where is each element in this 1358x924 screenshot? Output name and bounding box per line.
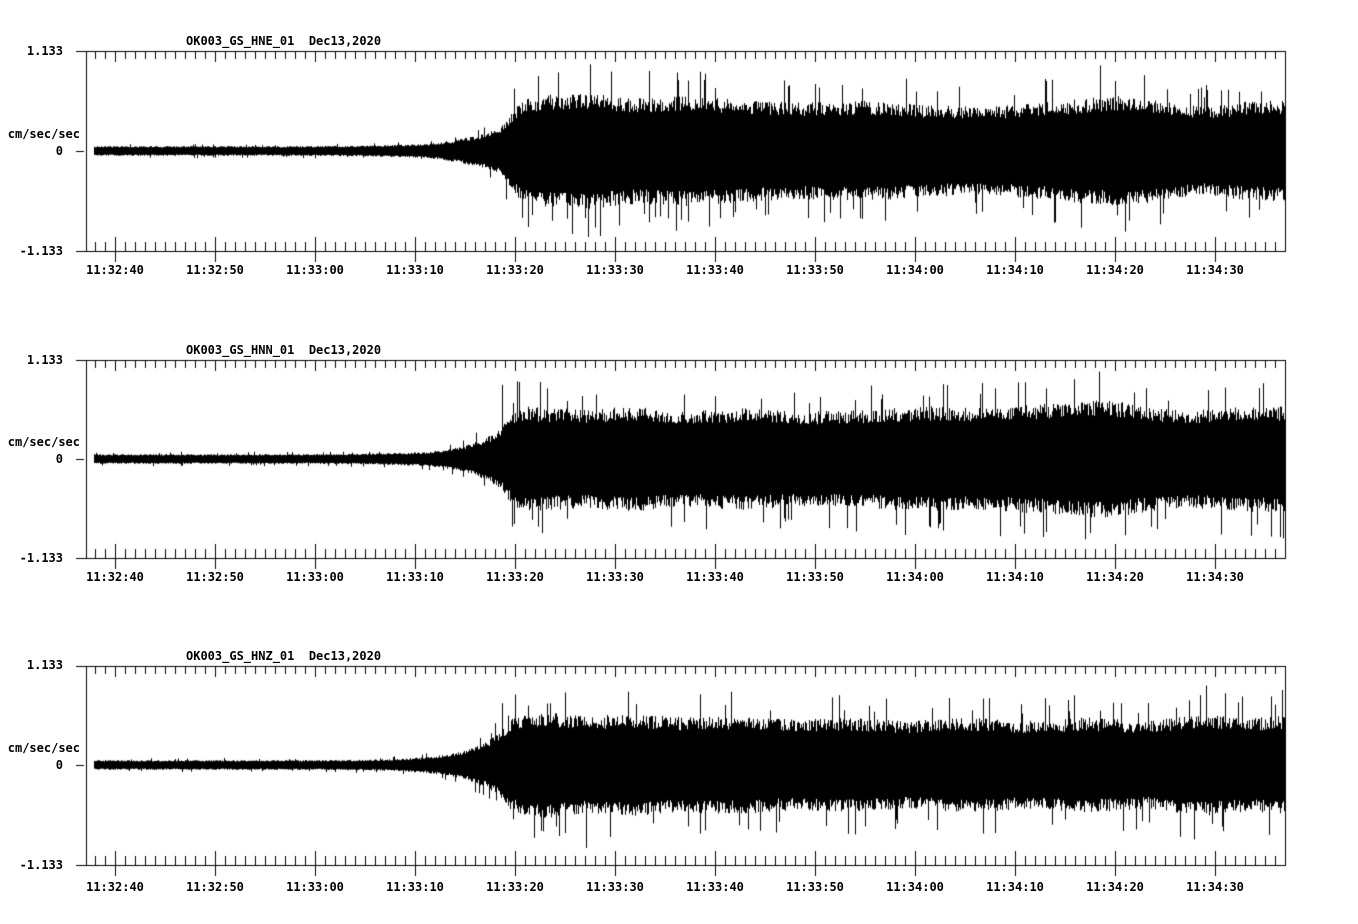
x-tick-label: 11:33:00 — [286, 263, 344, 277]
x-tick-label: 11:33:00 — [286, 570, 344, 584]
x-tick-label: 11:33:50 — [786, 570, 844, 584]
x-tick-label: 11:34:30 — [1186, 570, 1244, 584]
x-tick-label: 11:32:40 — [86, 263, 144, 277]
panel-title-hnn: OK003_GS_HNN_01 Dec13,2020 — [186, 343, 382, 357]
panel-title-hnz: OK003_GS_HNZ_01 Dec13,2020 — [186, 649, 382, 663]
x-tick-label: 11:32:50 — [186, 263, 244, 277]
y-max-label: 1.133 — [26, 44, 63, 58]
y-max-label: 1.133 — [26, 353, 63, 367]
y-zero-label: 0 — [55, 144, 63, 158]
x-tick-label: 11:34:00 — [886, 880, 944, 894]
x-tick-label: 11:34:20 — [1086, 263, 1144, 277]
x-tick-label: 11:33:30 — [586, 570, 644, 584]
x-tick-label: 11:34:00 — [886, 263, 944, 277]
y-zero-label: 0 — [55, 452, 63, 466]
x-tick-label: 11:33:30 — [586, 263, 644, 277]
x-tick-label: 11:34:20 — [1086, 880, 1144, 894]
x-tick-label: 11:32:40 — [86, 880, 144, 894]
x-tick-label: 11:34:00 — [886, 570, 944, 584]
x-tick-label: 11:33:20 — [486, 570, 544, 584]
x-tick-label: 11:33:20 — [486, 880, 544, 894]
x-tick-label: 11:34:30 — [1186, 263, 1244, 277]
x-tick-label: 11:32:50 — [186, 570, 244, 584]
x-tick-label: 11:34:10 — [986, 880, 1044, 894]
x-tick-label: 11:34:20 — [1086, 570, 1144, 584]
x-tick-label: 11:33:10 — [386, 880, 444, 894]
x-tick-label: 11:33:50 — [786, 263, 844, 277]
y-min-label: -1.133 — [19, 244, 63, 258]
y-unit-label: cm/sec/sec — [7, 741, 80, 755]
x-tick-label: 11:33:10 — [386, 570, 444, 584]
x-tick-label: 11:33:50 — [786, 880, 844, 894]
x-tick-label: 11:32:50 — [186, 880, 244, 894]
x-tick-label: 11:33:40 — [686, 570, 744, 584]
x-tick-label: 11:33:40 — [686, 880, 744, 894]
y-min-label: -1.133 — [19, 858, 63, 872]
y-min-label: -1.133 — [19, 551, 63, 565]
y-max-label: 1.133 — [26, 658, 63, 672]
x-tick-label: 11:34:10 — [986, 263, 1044, 277]
x-tick-label: 11:33:10 — [386, 263, 444, 277]
y-zero-label: 0 — [55, 758, 63, 772]
x-tick-label: 11:33:20 — [486, 263, 544, 277]
x-tick-label: 11:33:00 — [286, 880, 344, 894]
x-tick-label: 11:33:30 — [586, 880, 644, 894]
x-tick-label: 11:32:40 — [86, 570, 144, 584]
panel-title-hne: OK003_GS_HNE_01 Dec13,2020 — [186, 34, 382, 48]
x-tick-label: 11:33:40 — [686, 263, 744, 277]
x-tick-label: 11:34:30 — [1186, 880, 1244, 894]
y-unit-label: cm/sec/sec — [7, 127, 80, 141]
x-tick-label: 11:34:10 — [986, 570, 1044, 584]
y-unit-label: cm/sec/sec — [7, 435, 80, 449]
